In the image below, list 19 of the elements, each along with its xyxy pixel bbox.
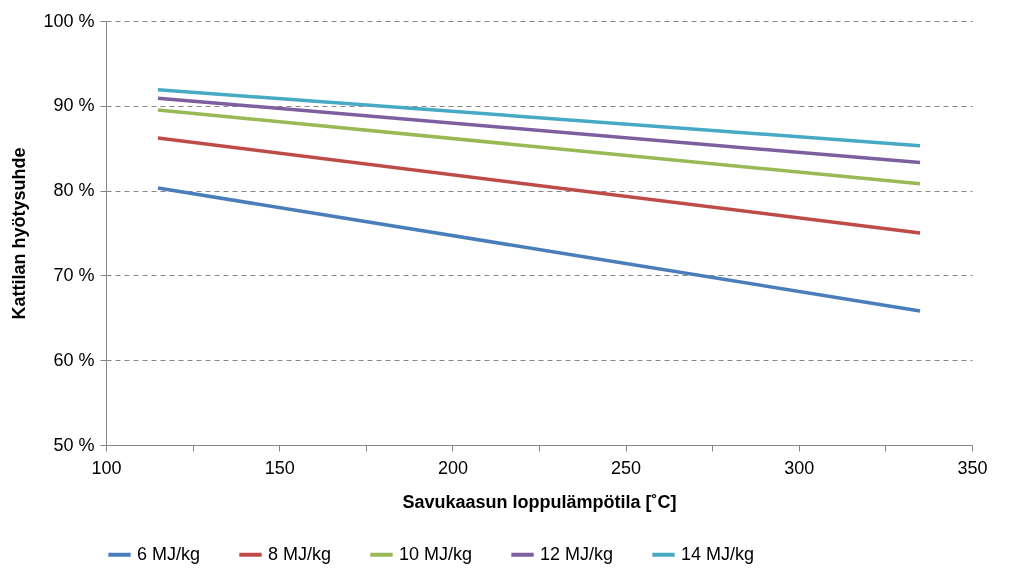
x-tick-label: 350 bbox=[957, 457, 988, 478]
y-tick-label: 50 % bbox=[53, 434, 95, 455]
y-tick-label: 90 % bbox=[53, 95, 95, 116]
legend-label: 8 MJ/kg bbox=[268, 543, 332, 564]
legend-label: 10 MJ/kg bbox=[399, 543, 473, 564]
y-tick-label: 60 % bbox=[53, 349, 95, 370]
x-tick-label: 200 bbox=[437, 457, 468, 478]
legend-label: 14 MJ/kg bbox=[681, 543, 755, 564]
y-axis-title: Kattilan hyötysuhde bbox=[9, 147, 30, 320]
y-tick-label: 80 % bbox=[53, 180, 95, 201]
x-tick-label: 150 bbox=[264, 457, 295, 478]
x-tick-label: 300 bbox=[784, 457, 815, 478]
y-tick-label: 100 % bbox=[43, 10, 95, 31]
x-tick-label: 100 bbox=[91, 457, 122, 478]
y-tick-label: 70 % bbox=[53, 264, 95, 285]
x-tick-label: 250 bbox=[611, 457, 642, 478]
legend-label: 12 MJ/kg bbox=[540, 543, 614, 564]
x-axis-title: Savukaasun loppulämpötila [˚C] bbox=[402, 491, 677, 512]
legend-label: 6 MJ/kg bbox=[137, 543, 201, 564]
